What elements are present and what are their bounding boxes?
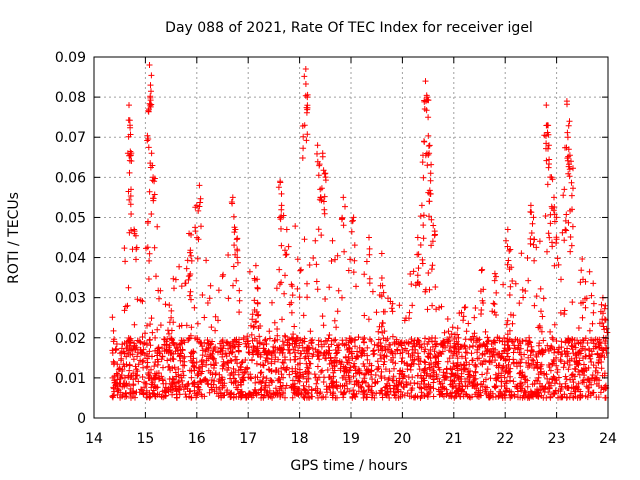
x-tick-label: 16 — [188, 431, 206, 447]
x-tick-label: 22 — [496, 431, 514, 447]
y-tick-label: 0.07 — [55, 130, 86, 146]
x-tick-label: 14 — [85, 431, 103, 447]
y-tick-labels: 0 0.01 0.02 0.03 0.04 0.05 0.06 0.07 0.08 0.09 — [55, 50, 86, 427]
y-tick-label: 0.06 — [55, 170, 86, 186]
x-tick-label: 21 — [445, 431, 463, 447]
axis-ticks — [93, 56, 609, 419]
x-tick-label: 18 — [291, 431, 309, 447]
x-tick-label: 23 — [548, 431, 566, 447]
x-axis-label: GPS time / hours — [290, 458, 407, 474]
y-axis-label: ROTI / TECUs — [6, 192, 22, 284]
y-tick-label: 0.03 — [55, 291, 86, 307]
y-tick-label: 0.05 — [55, 210, 86, 226]
chart-title: Day 088 of 2021, Rate Of TEC Index for r… — [165, 20, 533, 36]
x-tick-label: 15 — [136, 431, 154, 447]
data-points — [109, 62, 611, 401]
y-tick-label: 0.04 — [55, 251, 86, 267]
y-tick-label: 0 — [77, 411, 86, 427]
y-tick-label: 0.09 — [55, 50, 86, 66]
y-tick-label: 0.02 — [55, 331, 86, 347]
x-tick-label: 20 — [393, 431, 411, 447]
x-tick-label: 17 — [239, 431, 257, 447]
y-tick-label: 0.08 — [55, 90, 86, 106]
y-tick-label: 0.01 — [55, 371, 86, 387]
x-tick-labels: 14 15 16 17 18 19 20 21 22 23 24 — [85, 431, 617, 447]
x-tick-label: 19 — [342, 431, 360, 447]
roti-data-markers — [109, 62, 611, 401]
x-tick-label: 24 — [599, 431, 617, 447]
